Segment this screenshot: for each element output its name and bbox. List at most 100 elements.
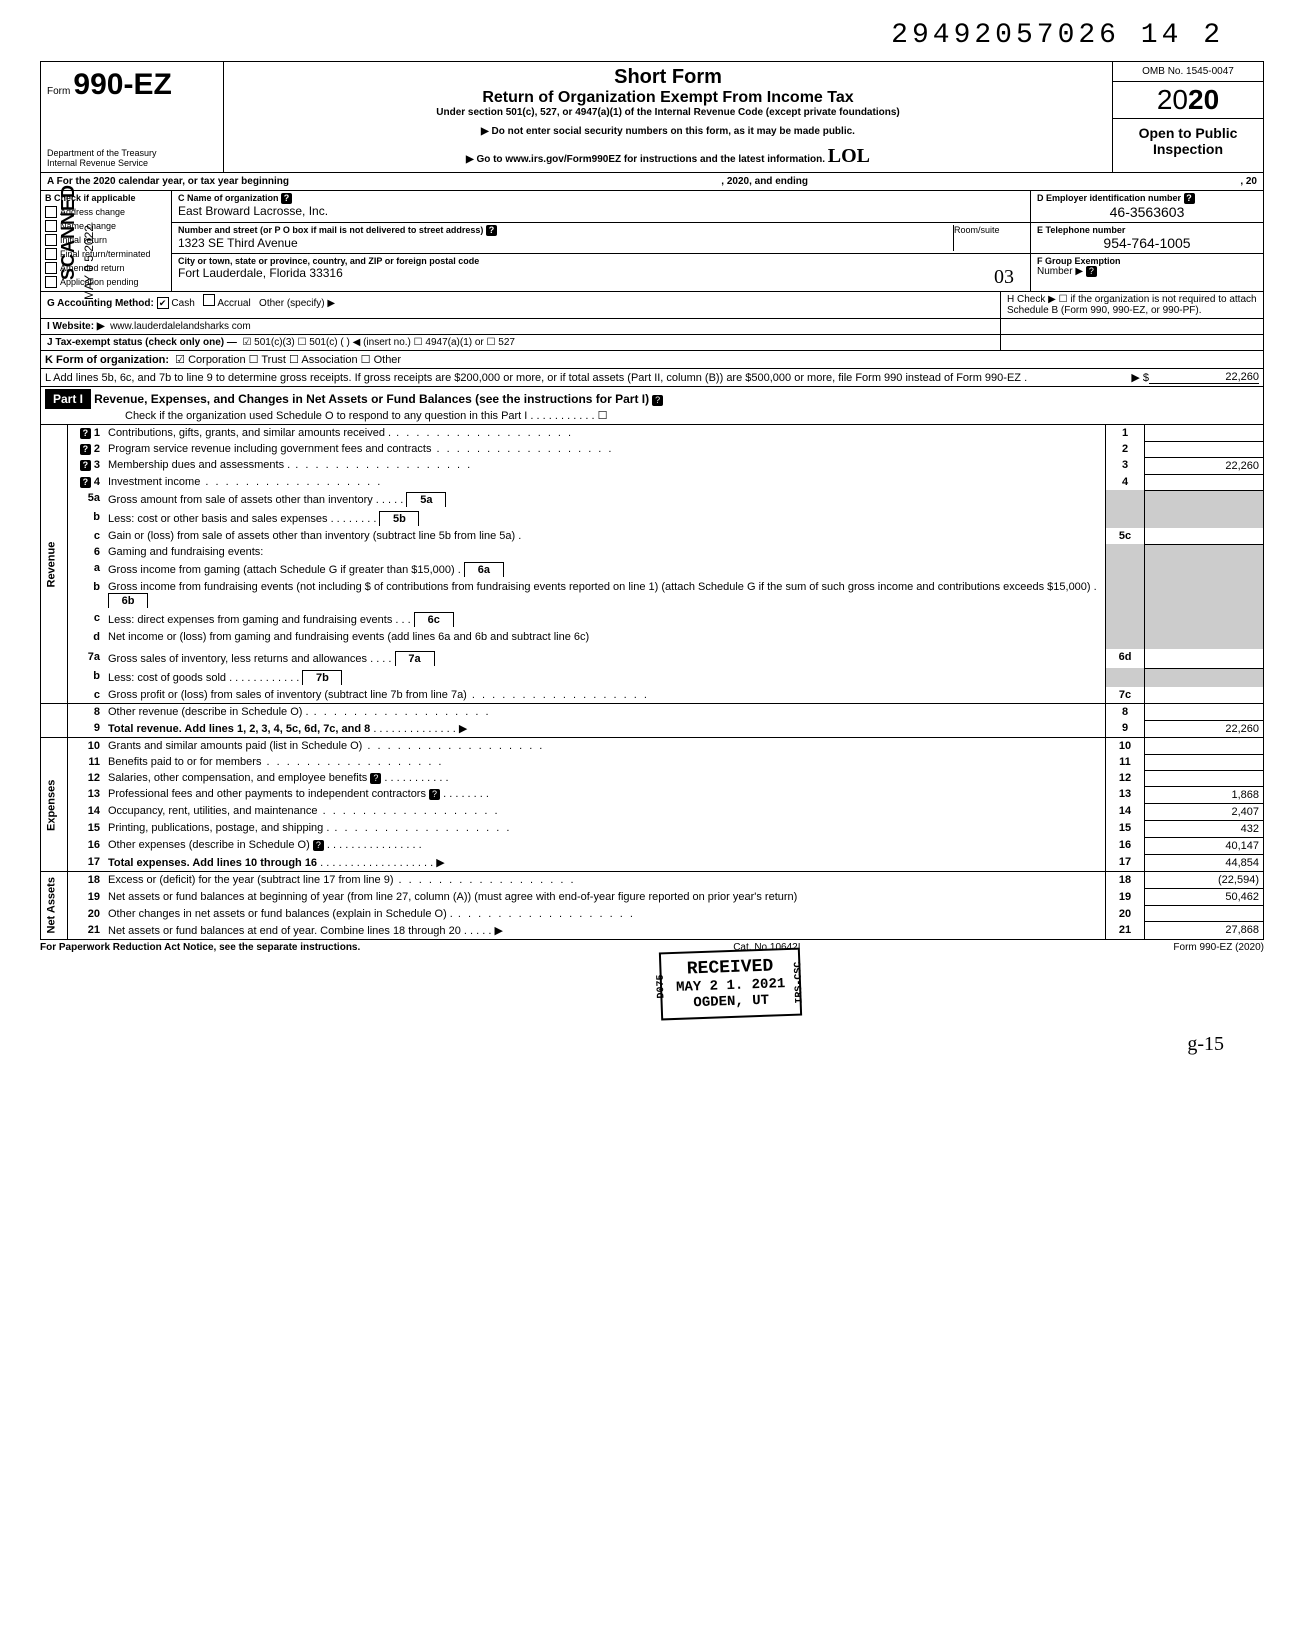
phone-value: 954-764-1005 [1037,235,1257,251]
room-suite: Room/suite [953,225,1024,251]
line-6d: Net income or (loss) from gaming and fun… [104,629,1106,645]
ssn-note: ▶ Do not enter social security numbers o… [232,126,1104,137]
side-revenue: Revenue [41,425,68,704]
line-7b: Less: cost of goods sold . . . . . . . .… [104,668,1106,687]
row-a-right: , 20 [1240,176,1257,187]
footer-left: For Paperwork Reduction Act Notice, see … [40,942,360,953]
line-10: Grants and similar amounts paid (list in… [104,738,1106,755]
org-name: East Broward Lacrosse, Inc. [178,204,1024,218]
row-j: J Tax-exempt status (check only one) — ☑… [40,335,1264,351]
f-label: F Group Exemption [1037,256,1257,266]
city-value: Fort Lauderdale, Florida 33316 03 [178,266,1024,280]
k-options: ☑ Corporation ☐ Trust ☐ Association ☐ Ot… [175,354,401,366]
line-8: Other revenue (describe in Schedule O) . [104,704,1106,721]
tax-year: 2020 [1113,82,1263,119]
j-options: ☑ 501(c)(3) ☐ 501(c) ( ) ◀ (insert no.) … [242,337,515,348]
vertical-date: MAY 0 5 2022 [82,225,96,300]
line-9: Total revenue. Add lines 1, 2, 3, 4, 5c,… [104,720,1106,738]
street-value: 1323 SE Third Avenue [178,236,953,250]
row-l: L Add lines 5b, 6c, and 7b to line 9 to … [40,369,1264,387]
chk-cash[interactable]: ✔ [157,297,169,309]
row-k: K Form of organization: ☑ Corporation ☐ … [40,351,1264,369]
l-value: 22,260 [1149,371,1259,384]
line-6b: Gross income from fundraising events (no… [104,579,1106,610]
part1-header-row: Part I Revenue, Expenses, and Changes in… [40,387,1264,425]
line-3: Membership dues and assessments . [104,457,1106,474]
chk-accrual[interactable] [203,294,215,306]
line-5b: Less: cost or other basis and sales expe… [104,509,1106,528]
chk-address[interactable] [45,206,57,218]
line-21: Net assets or fund balances at end of ye… [104,922,1106,940]
line-7a: Gross sales of inventory, less returns a… [104,649,1106,668]
dept-irs: Internal Revenue Service [47,158,157,168]
row-a-left: A For the 2020 calendar year, or tax yea… [47,176,289,187]
h-text: H Check ▶ ☐ if the organization is not r… [1001,292,1263,318]
part1-title: Revenue, Expenses, and Changes in Net As… [94,392,649,406]
footer-right: Form 990-EZ (2020) [1173,942,1264,953]
line-14: Occupancy, rent, utilities, and maintena… [104,803,1106,820]
row-a: A For the 2020 calendar year, or tax yea… [40,173,1264,191]
line-1: Contributions, gifts, grants, and simila… [104,425,1106,441]
lines-table: Revenue ? 1Contributions, gifts, grants,… [40,425,1264,940]
handwritten-03: 03 [994,266,1014,289]
form-prefix: Form [47,86,70,97]
line-6: Gaming and fundraising events: [104,544,1106,560]
street-label: Number and street (or P O box if mail is… [178,225,953,236]
city-label: City or town, state or province, country… [178,256,1024,266]
handwritten-initials: LOL [828,145,870,167]
ein-value: 46-3563603 [1037,204,1257,220]
document-id: 29492057026 14 2 [40,20,1264,51]
open-inspection: Open to Public Inspection [1113,119,1263,163]
part1-check: Check if the organization used Schedule … [45,409,1259,422]
signature: g-15 [40,1033,1264,1056]
g-label: G Accounting Method: [47,298,154,309]
line-12: Salaries, other compensation, and employ… [104,770,1106,786]
line-11: Benefits paid to or for members [104,754,1106,770]
website-value: www.lauderdalelandsharks com [110,321,251,332]
line-5a: Gross amount from sale of assets other t… [104,490,1106,509]
row-a-mid: , 2020, and ending [721,176,808,187]
line-15: Printing, publications, postage, and shi… [104,820,1106,837]
line-6a: Gross income from gaming (attach Schedul… [104,560,1106,579]
dept-treasury: Department of the Treasury [47,148,157,158]
identity-grid: B Check if applicable Address change Nam… [40,191,1264,292]
line-1-val [1145,425,1264,441]
line-16: Other expenses (describe in Schedule O) … [104,837,1106,854]
part1-badge: Part I [45,389,91,409]
footer: For Paperwork Reduction Act Notice, see … [40,942,1264,953]
side-expenses: Expenses [41,738,68,872]
d-label: D Employer identification number ? [1037,193,1257,204]
under-section: Under section 501(c), 527, or 4947(a)(1)… [232,107,1104,118]
received-stamp: RECEIVED MAY 2 1. 2021 OGDEN, UT D075 IR… [659,948,803,1021]
line-2: Program service revenue including govern… [104,441,1106,457]
form-subtitle: Return of Organization Exempt From Incom… [232,89,1104,107]
line-4: Investment income [104,474,1106,490]
row-i: I Website: ▶ www.lauderdalelandsharks co… [40,319,1264,335]
line-18: Excess or (deficit) for the year (subtra… [104,872,1106,889]
k-label: K Form of organization: [45,354,169,366]
side-netassets: Net Assets [41,872,68,940]
form-number: 990-EZ [73,68,171,101]
e-label: E Telephone number [1037,225,1257,235]
line-17: Total expenses. Add lines 10 through 16 … [104,854,1106,872]
chk-amended[interactable] [45,262,57,274]
line-6c: Less: direct expenses from gaming and fu… [104,610,1106,629]
chk-name[interactable] [45,220,57,232]
line-5c: Gain or (loss) from sale of assets other… [104,528,1106,544]
chk-initial[interactable] [45,234,57,246]
l-text: L Add lines 5b, 6c, and 7b to line 9 to … [45,372,1089,384]
j-label: J Tax-exempt status (check only one) — [47,337,237,348]
i-label: I Website: ▶ [47,321,105,332]
c-label: C Name of organization [178,193,279,203]
line-19: Net assets or fund balances at beginning… [104,889,1106,906]
line-13: Professional fees and other payments to … [104,786,1106,803]
f-number: Number ▶ ? [1037,266,1257,277]
chk-final[interactable] [45,248,57,260]
chk-pending[interactable] [45,276,57,288]
form-title: Short Form [232,66,1104,89]
omb-number: OMB No. 1545-0047 [1113,62,1263,82]
l-arrow: ▶ $ [1089,371,1149,384]
row-gh: G Accounting Method: ✔ Cash Accrual Othe… [40,292,1264,319]
scanned-stamp: SCANNED [58,184,79,280]
website-note: ▶ Go to www.irs.gov/Form990EZ for instru… [232,145,1104,168]
